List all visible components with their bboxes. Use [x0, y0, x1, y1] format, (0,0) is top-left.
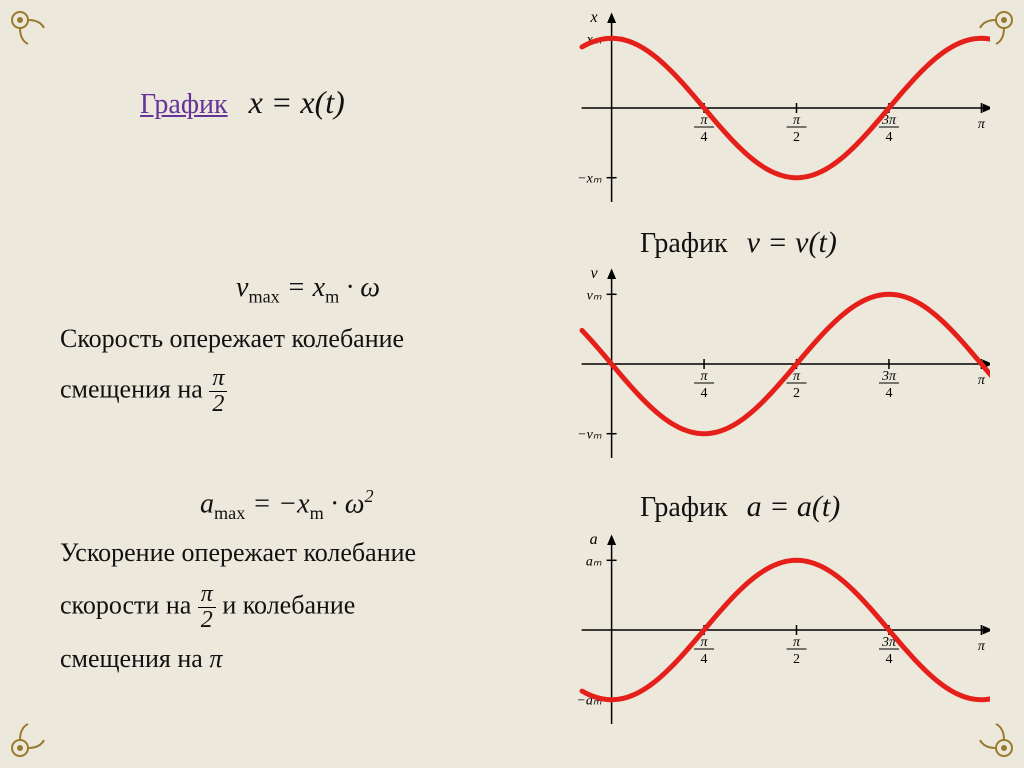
svg-text:π: π — [793, 113, 801, 128]
pi-sym: π — [209, 644, 222, 673]
accel-text-3a: смещения на — [60, 644, 209, 673]
svg-text:4: 4 — [885, 652, 892, 667]
svg-text:2: 2 — [793, 652, 800, 667]
svg-text:a: a — [590, 531, 598, 548]
amax-formula: amax = −xm · ω2 — [200, 486, 374, 524]
velocity-text-2a: смещения на — [60, 375, 209, 404]
pi-num-2: π — [198, 582, 216, 608]
accel-text-2b: и колебание — [222, 591, 355, 620]
eq-v: v = v(t) — [747, 226, 837, 259]
vmax-formula: vmax = xm · ω — [236, 272, 380, 308]
pi-den-2: 2 — [198, 608, 216, 633]
corner-ornament-bl — [6, 722, 46, 762]
pi-num-1: π — [209, 366, 227, 392]
svg-text:π: π — [701, 635, 709, 650]
amax-sub: max — [214, 503, 245, 523]
chart-v: π4π23π4πtvvₘ−vₘ — [560, 264, 990, 464]
svg-text:π: π — [978, 117, 986, 132]
eq-x: x = x(t) — [249, 84, 345, 120]
chart-x: π4π23π4πtxxₘ−xₘ — [560, 8, 990, 208]
eq-a: a = a(t) — [747, 490, 841, 523]
svg-text:4: 4 — [701, 130, 708, 145]
accel-text-2a: скорости на — [60, 591, 198, 620]
accel-text-3: смещения на π — [60, 644, 222, 674]
pi-den-1: 2 — [209, 392, 227, 417]
title-a: График a = a(t) — [640, 490, 840, 524]
svg-text:4: 4 — [885, 386, 892, 401]
graph-word-v: График — [640, 228, 728, 259]
svg-text:x: x — [589, 9, 597, 26]
vmax-sub: max — [248, 287, 279, 307]
corner-ornament-tl — [6, 6, 46, 46]
svg-text:π: π — [793, 369, 801, 384]
graph-word-link: График — [140, 89, 228, 120]
title-v: График v = v(t) — [640, 226, 837, 260]
svg-text:3π: 3π — [881, 369, 897, 384]
svg-text:4: 4 — [885, 130, 892, 145]
velocity-text-2: смещения на π 2 — [60, 366, 227, 417]
svg-text:4: 4 — [701, 652, 708, 667]
svg-text:−vₘ: −vₘ — [577, 428, 602, 443]
svg-text:aₘ: aₘ — [586, 554, 602, 569]
accel-text-1: Ускорение опережает колебание — [60, 538, 416, 568]
svg-text:π: π — [701, 369, 709, 384]
pi-over-2-frac-2: π 2 — [198, 582, 216, 633]
pi-over-2-frac-1: π 2 — [209, 366, 227, 417]
graph-word-a: График — [640, 492, 728, 523]
svg-text:π: π — [978, 373, 986, 388]
svg-text:2: 2 — [793, 130, 800, 145]
chart-a: π4π23π4πtaaₘ−aₘ — [560, 530, 990, 730]
svg-text:π: π — [978, 639, 986, 654]
svg-text:−xₘ: −xₘ — [577, 172, 602, 187]
svg-text:v: v — [590, 265, 598, 282]
velocity-text-1: Скорость опережает колебание — [60, 324, 404, 354]
svg-text:vₘ: vₘ — [587, 288, 602, 303]
svg-text:4: 4 — [701, 386, 708, 401]
accel-text-2: скорости на π 2 и колебание — [60, 582, 355, 633]
svg-text:π: π — [793, 635, 801, 650]
svg-text:2: 2 — [793, 386, 800, 401]
title-x: График x = x(t) — [140, 84, 345, 121]
